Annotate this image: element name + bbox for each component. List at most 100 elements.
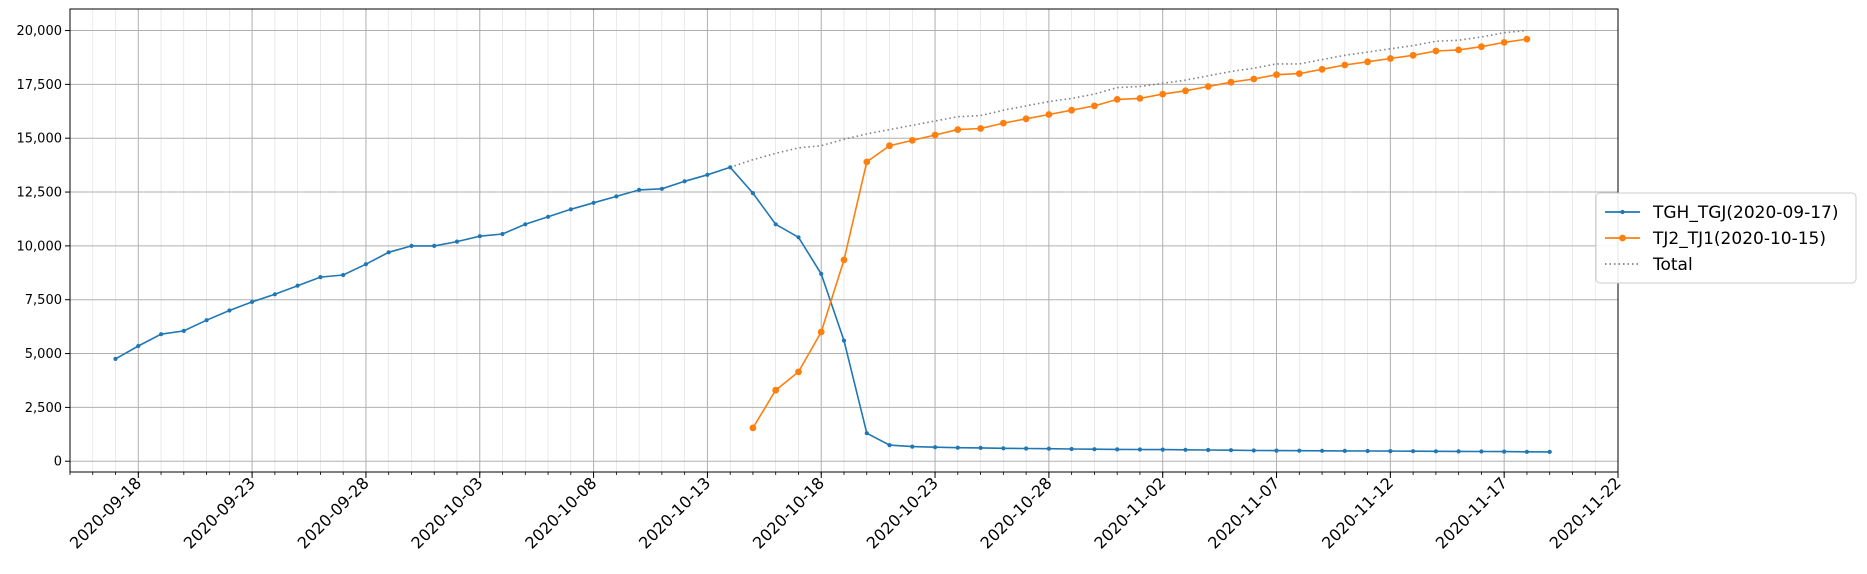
x-tick-label: 2020-11-12 xyxy=(1318,473,1397,552)
data-point xyxy=(295,283,300,288)
data-point xyxy=(1046,446,1051,451)
x-tick-label: 2020-10-03 xyxy=(407,473,486,552)
data-point xyxy=(1182,87,1189,95)
x-tick-label: 2020-11-17 xyxy=(1432,473,1511,552)
data-point xyxy=(318,275,323,280)
legend-marker xyxy=(1619,234,1626,242)
data-point xyxy=(614,194,619,199)
data-point xyxy=(1069,446,1074,452)
data-point xyxy=(1341,61,1349,69)
data-point xyxy=(1206,447,1211,453)
data-point xyxy=(933,445,938,450)
data-point xyxy=(977,125,984,132)
data-point xyxy=(500,231,505,237)
legend-label: TGH_TGJ(2020-09-17) xyxy=(1652,203,1838,223)
minor-grid xyxy=(69,9,1619,472)
y-tick-label: 12,500 xyxy=(17,186,63,201)
data-point xyxy=(181,328,186,333)
data-point xyxy=(159,332,164,337)
x-tick-label: 2020-11-22 xyxy=(1546,473,1625,552)
x-tick-label: 2020-10-13 xyxy=(635,473,714,552)
data-point xyxy=(1113,96,1121,103)
data-point xyxy=(1318,65,1326,73)
x-tick-label: 2020-09-28 xyxy=(294,473,373,552)
x-tick-label: 2020-10-08 xyxy=(521,473,600,552)
data-point xyxy=(1523,35,1531,43)
series-2 xyxy=(729,29,1527,169)
data-point xyxy=(1502,449,1507,454)
series-line xyxy=(115,166,1550,453)
y-axis: 0 2,500 5,000 7,500 10,000 12,500 15,000 17,500… xyxy=(17,24,70,470)
data-point xyxy=(863,158,871,166)
y-tick-label: 0 xyxy=(54,455,62,470)
data-point xyxy=(978,445,983,450)
data-point xyxy=(1092,447,1097,452)
data-point xyxy=(1455,46,1462,54)
data-point xyxy=(1478,43,1485,51)
data-point xyxy=(1228,448,1234,453)
data-point xyxy=(227,308,232,313)
data-point xyxy=(864,431,869,436)
data-point xyxy=(204,318,209,323)
data-point xyxy=(931,131,939,139)
data-point xyxy=(432,243,437,248)
x-tick-label: 2020-10-28 xyxy=(977,473,1056,552)
data-point xyxy=(591,200,596,205)
data-point xyxy=(1024,446,1029,451)
data-point xyxy=(1136,95,1144,102)
legend-entry: TJ2_TJ1(2020-10-15) xyxy=(1605,229,1826,249)
series-line xyxy=(729,29,1527,169)
data-point xyxy=(908,137,916,144)
data-point xyxy=(841,338,847,343)
data-point xyxy=(1479,449,1484,454)
data-point xyxy=(1045,111,1053,118)
major-grid xyxy=(70,9,1619,472)
data-point xyxy=(1250,75,1258,83)
data-point xyxy=(1365,448,1370,454)
data-point xyxy=(1433,449,1438,454)
data-point xyxy=(773,222,778,227)
data-point xyxy=(409,243,414,248)
data-point xyxy=(1387,55,1394,62)
data-point xyxy=(1388,449,1393,454)
data-point xyxy=(546,214,551,219)
data-point xyxy=(954,126,962,133)
data-point xyxy=(637,187,642,192)
data-point xyxy=(568,207,573,212)
x-axis: 2020-09-18 2020-09-23 2020-09-28 2020-10-03… xyxy=(66,472,1625,553)
x-tick-label: 2020-11-02 xyxy=(1090,473,1169,552)
x-tick-label: 2020-10-18 xyxy=(749,473,828,552)
data-point xyxy=(955,445,960,450)
data-point xyxy=(1204,83,1212,90)
data-point xyxy=(272,292,277,297)
legend-box xyxy=(1595,192,1857,284)
data-point xyxy=(1411,449,1416,454)
data-point xyxy=(750,191,756,196)
y-tick-label: 5,000 xyxy=(25,347,62,362)
data-point xyxy=(1000,119,1007,127)
data-point xyxy=(1547,449,1552,454)
data-point xyxy=(887,443,892,448)
legend-label: TJ2_TJ1(2020-10-15) xyxy=(1652,229,1826,249)
data-point xyxy=(886,142,893,150)
series-0 xyxy=(113,165,1552,454)
data-point xyxy=(1091,102,1098,110)
series-layer xyxy=(113,29,1552,454)
data-point xyxy=(1022,115,1030,123)
series-1 xyxy=(749,35,1531,432)
data-point xyxy=(840,256,848,264)
y-tick-label: 2,500 xyxy=(25,401,62,416)
x-tick-label: 2020-09-23 xyxy=(180,473,259,552)
data-point xyxy=(250,299,255,304)
data-point xyxy=(1456,449,1461,454)
data-point xyxy=(341,272,346,278)
data-point xyxy=(1137,447,1142,452)
data-point xyxy=(819,271,824,276)
data-point xyxy=(1115,447,1120,452)
data-point xyxy=(1320,448,1325,453)
data-point xyxy=(1159,90,1167,98)
data-point xyxy=(1409,51,1417,59)
x-tick-label: 2020-10-23 xyxy=(863,473,942,552)
data-point xyxy=(772,386,780,394)
